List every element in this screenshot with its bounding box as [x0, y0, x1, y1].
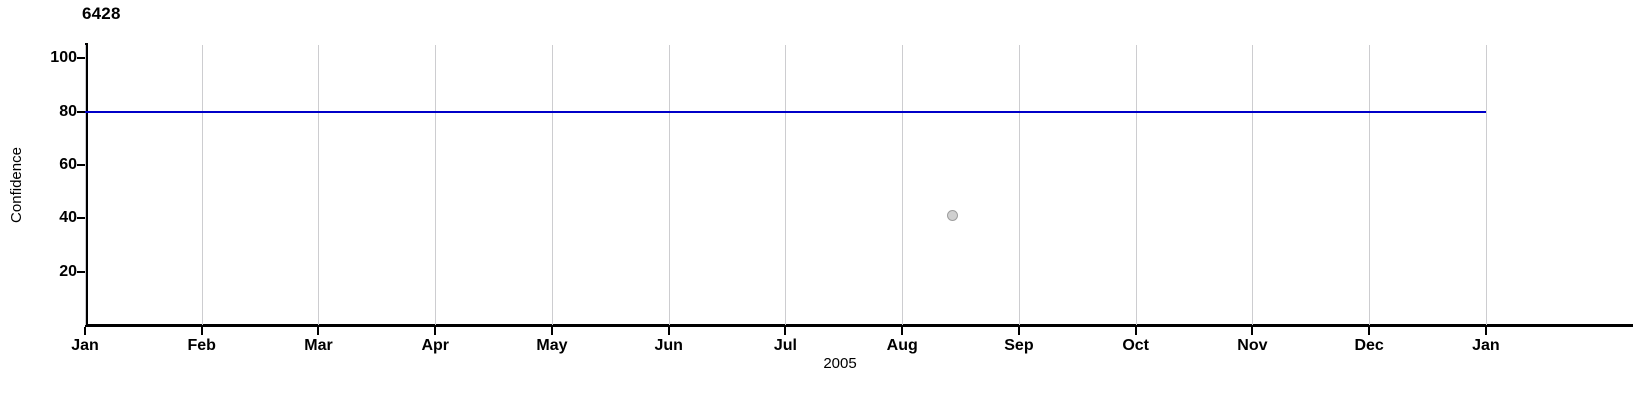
gridline-vertical	[1135, 45, 1137, 325]
x-axis-tick	[550, 327, 553, 335]
x-axis-tick	[84, 327, 86, 335]
y-axis-line	[85, 43, 88, 327]
x-axis-tick-label: Mar	[304, 337, 333, 354]
y-axis-tick-label: 60	[59, 156, 77, 173]
y-axis-tick	[77, 110, 85, 113]
x-axis-tick	[200, 327, 203, 335]
x-axis-line	[85, 324, 1633, 327]
gridline-vertical	[435, 45, 437, 325]
x-axis-tick	[1251, 327, 1254, 335]
x-axis-tick	[1017, 327, 1020, 335]
gridline-vertical	[318, 45, 320, 325]
gridline-vertical	[1252, 45, 1254, 325]
gridline-vertical	[785, 45, 787, 325]
gridline-vertical	[1369, 45, 1371, 325]
gridline-vertical	[85, 45, 86, 325]
y-axis-tick	[77, 57, 85, 60]
x-axis-tick	[1368, 327, 1371, 335]
x-axis-tick-label: Jun	[654, 337, 683, 354]
y-axis-tick-label: 100	[50, 49, 77, 67]
x-axis-tick	[1484, 327, 1487, 335]
x-axis-tick	[317, 327, 320, 335]
gridline-vertical	[1485, 45, 1487, 325]
y-axis-tick-label: 40	[59, 209, 77, 227]
x-axis-tick	[667, 327, 670, 335]
threshold-line	[85, 110, 1486, 113]
x-axis-tick	[434, 327, 437, 335]
y-axis-tick	[77, 164, 85, 166]
x-axis-tick-label: Feb	[187, 337, 216, 354]
x-axis-tick	[1134, 327, 1137, 335]
y-axis-title: Confidence	[8, 147, 25, 223]
x-axis-tick-label: Aug	[886, 337, 918, 354]
x-axis-tick-label: Nov	[1237, 337, 1268, 354]
x-axis-caption: 2005	[823, 355, 857, 372]
plot-area	[85, 45, 1633, 325]
y-axis-tick-label: 80	[59, 102, 77, 120]
gridline-vertical	[1018, 45, 1020, 325]
gridline-vertical	[668, 45, 670, 325]
x-axis-tick-label: Apr	[421, 337, 449, 354]
x-axis-tick	[784, 327, 787, 335]
y-axis-tick	[77, 270, 85, 273]
x-axis-tick-label: Sep	[1004, 337, 1034, 354]
x-axis-tick-label: Dec	[1354, 337, 1384, 354]
x-axis-tick-label: Jul	[773, 337, 797, 354]
gridline-vertical	[902, 45, 904, 325]
gridline-vertical	[201, 45, 203, 325]
chart-title: 6428	[82, 4, 121, 23]
x-axis-tick-label: Oct	[1122, 337, 1150, 354]
data-point[interactable]	[946, 210, 958, 222]
x-axis-tick-label: Jan	[71, 337, 99, 354]
y-axis-tick	[77, 217, 85, 220]
x-axis-tick-label: Jan	[1472, 337, 1500, 354]
x-axis-tick	[901, 327, 904, 335]
x-axis-tick-label: May	[536, 337, 568, 354]
gridline-vertical	[551, 45, 553, 325]
y-axis-tick-label: 20	[59, 262, 77, 280]
